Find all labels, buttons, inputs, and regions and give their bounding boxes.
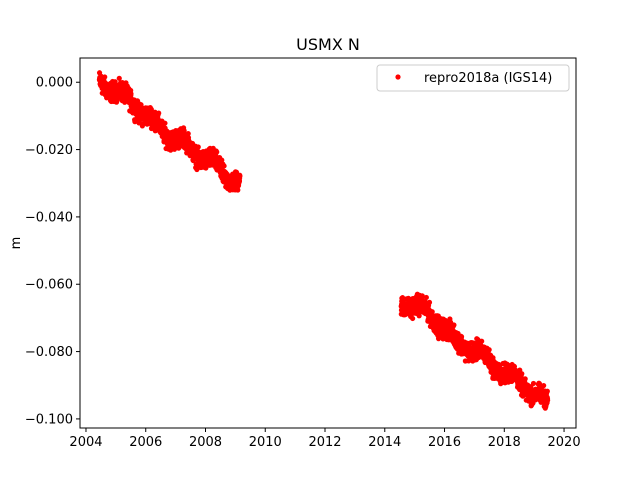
x-tick-label: 2010 (249, 435, 282, 450)
data-point (530, 380, 537, 387)
data-point (479, 338, 485, 344)
x-tick-label: 2018 (488, 435, 521, 450)
x-tick-label: 2020 (548, 435, 581, 450)
y-tick-label: −0.040 (25, 210, 73, 225)
data-point (156, 110, 162, 116)
y-axis: −0.100 −0.080 −0.060 −0.040 −0.020 0.000 (25, 76, 80, 427)
x-axis: 2004 2006 2008 2010 2012 2014 2016 2018 2020 (69, 428, 581, 450)
data-point (221, 163, 227, 169)
data-point (522, 376, 528, 382)
data-point (541, 382, 547, 389)
x-tick-label: 2016 (428, 435, 461, 450)
data-point (399, 295, 406, 301)
data-point (148, 125, 155, 132)
data-point (416, 313, 422, 319)
data-point (545, 397, 551, 403)
data-point (426, 299, 433, 305)
chart-title: USMX N (296, 35, 360, 54)
y-tick-label: −0.080 (25, 345, 73, 360)
data-point (423, 294, 429, 301)
data-points (96, 70, 551, 411)
legend: repro2018a (IGS14) (376, 64, 570, 92)
y-tick-label: −0.100 (25, 412, 73, 427)
data-point (102, 74, 108, 80)
data-point (148, 106, 154, 112)
y-axis-label: m (9, 237, 24, 250)
data-point (486, 347, 492, 353)
data-point (219, 157, 225, 163)
legend-label: repro2018a (IGS14) (424, 71, 552, 86)
data-point (410, 315, 416, 322)
legend-marker (395, 74, 401, 80)
data-point (458, 334, 465, 340)
x-tick-label: 2006 (129, 435, 162, 450)
data-point (181, 128, 187, 134)
data-point (429, 309, 435, 315)
legend-box (376, 64, 570, 92)
y-tick-label: −0.060 (25, 278, 73, 293)
data-point (237, 173, 243, 179)
x-tick-label: 2008 (189, 435, 222, 450)
data-point (214, 149, 220, 155)
x-tick-label: 2004 (69, 435, 102, 450)
data-point (235, 187, 241, 193)
y-tick-label: −0.020 (25, 143, 73, 158)
data-point (451, 322, 457, 328)
data-point (419, 293, 425, 299)
data-point (128, 91, 134, 97)
x-tick-label: 2014 (368, 435, 401, 450)
y-tick-label: 0.000 (36, 76, 73, 91)
data-point (519, 371, 525, 377)
data-point (195, 144, 201, 150)
data-point (544, 388, 550, 394)
x-tick-label: 2012 (308, 435, 341, 450)
data-point (162, 120, 168, 126)
data-point (185, 131, 191, 137)
data-point (116, 75, 122, 81)
plot-frame (79, 57, 577, 429)
